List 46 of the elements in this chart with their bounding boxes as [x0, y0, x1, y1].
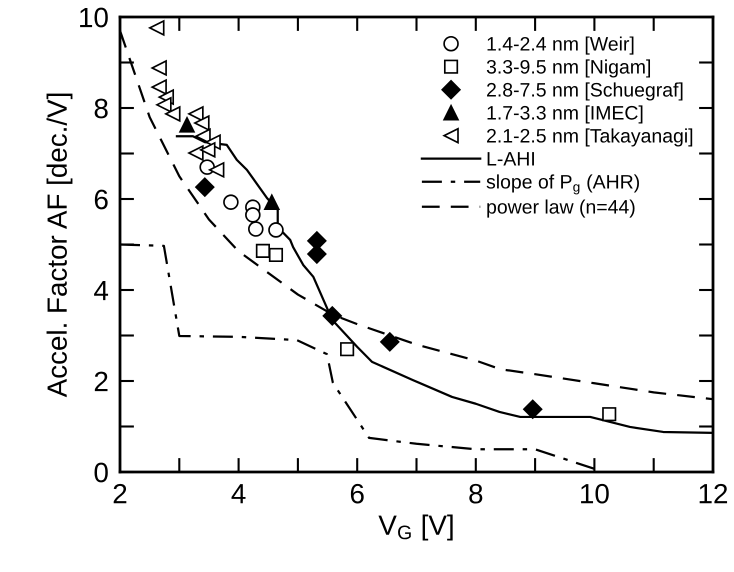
point — [523, 400, 542, 419]
legend-label: 1.7-3.3 nm [IMEC] — [488, 105, 642, 124]
y-tick-label: 6 — [94, 190, 108, 210]
point — [268, 222, 284, 238]
point — [164, 106, 181, 122]
point — [208, 162, 224, 178]
legend-label: power law (n=44) — [487, 199, 635, 218]
legend-label: L-AHI — [488, 152, 534, 166]
x-axis-title: V$_{G}$ [V] — [378, 514, 453, 540]
point — [602, 407, 616, 422]
point — [380, 332, 400, 352]
point — [188, 106, 204, 122]
point — [195, 177, 214, 197]
y-axis-title: Accel. Factor AF [dec./V] — [46, 94, 72, 398]
point — [194, 115, 210, 131]
point — [151, 60, 167, 76]
point — [268, 248, 284, 262]
point — [264, 194, 280, 210]
legend-label: 2.8-7.5 nm [Schuegraf] — [487, 82, 682, 101]
x-tick-label: 2 — [114, 484, 126, 504]
y-tick-label: 10 — [80, 8, 108, 28]
point — [245, 207, 261, 223]
legend-label: slope of P$_{g}$ (AHR) — [486, 174, 639, 194]
point — [248, 221, 264, 237]
x-tick-label: 4 — [232, 484, 246, 504]
x-tick-label: 6 — [350, 484, 364, 504]
point — [148, 20, 165, 36]
legend-label: 2.1-2.5 nm [Takayanagi] — [487, 128, 692, 147]
legend-label: 1.4-2.4 nm [Weir] — [488, 36, 634, 55]
y-tick-label: 4 — [94, 280, 108, 300]
x-tick-label: 12 — [700, 484, 728, 504]
point — [156, 97, 172, 113]
point — [223, 194, 239, 210]
y-tick-label: 2 — [94, 372, 108, 392]
point — [200, 142, 216, 158]
x-tick-label: 10 — [581, 484, 609, 504]
point — [179, 117, 195, 133]
point — [151, 79, 167, 95]
point — [340, 342, 354, 356]
y-tick-label: 0 — [94, 462, 108, 482]
legend-label: 3.3-9.5 nm [Nigam] — [486, 59, 650, 78]
point — [188, 145, 204, 161]
point — [322, 306, 342, 326]
x-tick-label: 8 — [469, 484, 482, 504]
y-tick-label: 8 — [94, 98, 108, 118]
point — [256, 244, 270, 258]
